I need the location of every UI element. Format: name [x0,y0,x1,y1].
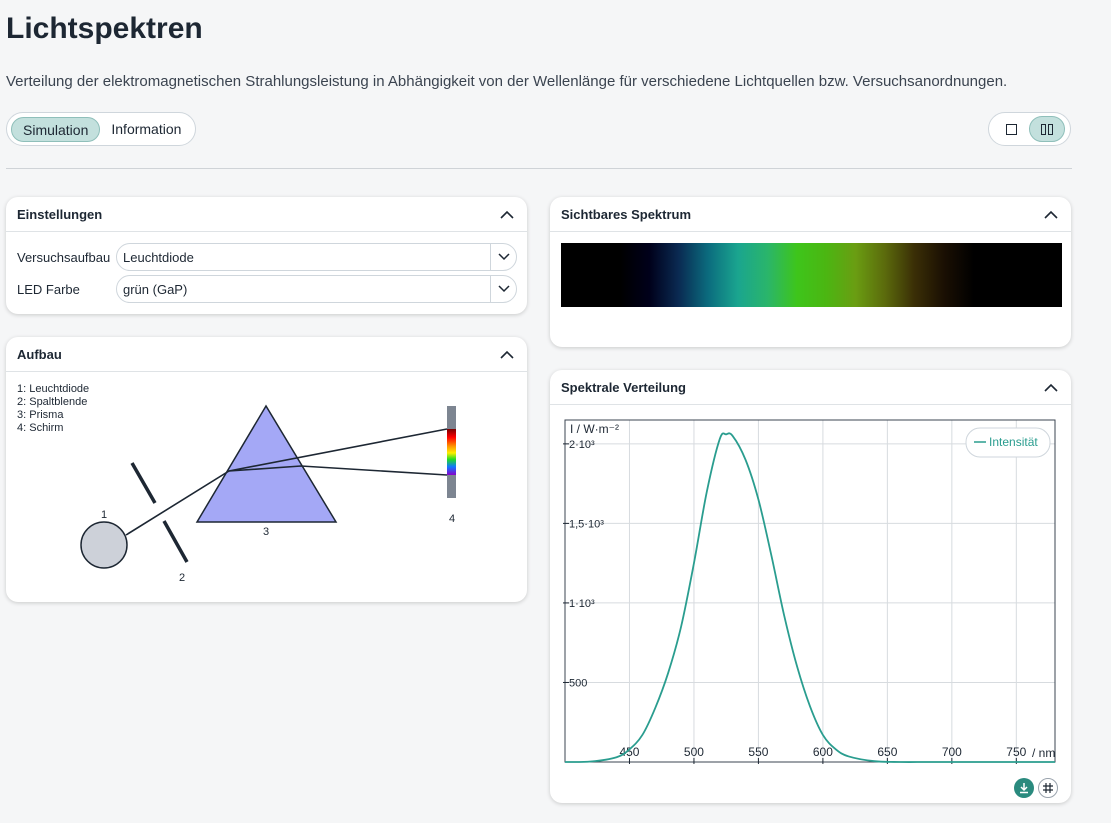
legend-item: 1: Leuchtdiode [17,383,90,395]
setup-select-label: Versuchsaufbau [17,249,111,265]
led-color-row: LED Farbe grün (GaP) [17,275,517,303]
settings-title: Einstellungen [17,206,103,222]
led-color-label: LED Farbe [17,281,80,297]
visible-spectrum-title: Sichtbares Spektrum [561,206,692,222]
setup-select[interactable]: Leuchtdiode [116,243,517,271]
slit-upper [130,462,157,504]
settings-panel: Einstellungen Versuchsaufbau Leuchtdiode… [6,197,527,314]
legend-item: 2: Spaltblende [17,396,88,408]
setup-select-row: Versuchsaufbau Leuchtdiode [17,243,517,271]
setup-header[interactable]: Aufbau [6,337,527,372]
label-prism: 3 [263,526,269,538]
setup-title: Aufbau [17,346,62,362]
led-color-select[interactable]: grün (GaP) [116,275,517,303]
y-tick-label: 2·10³ [569,439,595,451]
x-axis-label: / nm [1032,746,1055,760]
tab-information[interactable]: Information [111,120,182,137]
x-tick-label: 750 [1006,745,1026,759]
spectral-title: Spektrale Verteilung [561,379,686,395]
legend-item: 4: Schirm [17,422,64,434]
setup-legend: 1: Leuchtdiode 2: Spaltblende 3: Prisma … [17,383,89,435]
tab-simulation[interactable]: Simulation [11,116,101,142]
settings-header[interactable]: Einstellungen [6,197,527,232]
x-tick-label: 550 [748,745,768,759]
chevron-down-icon [490,276,516,302]
led [80,521,128,569]
x-tick-label: 500 [684,745,704,759]
grid-button[interactable] [1038,778,1058,798]
spectral-header[interactable]: Spektrale Verteilung [550,370,1071,405]
spectral-panel: Spektrale Verteilung 450 500 550 600 650 700 7… [550,370,1071,803]
label-screen: 4 [449,513,455,525]
y-axis-label: I / W·m⁻² [570,422,619,436]
screen-spectrum [447,429,456,475]
ray-lower [228,465,448,476]
divider [6,168,1072,169]
chart-axes: 450 500 550 600 650 700 750 500 1·10³ 1,5·10³ 2·10… [563,439,1027,764]
view-toggle [988,112,1071,146]
led-color-value: grün (GaP) [123,281,188,297]
y-tick-label: 500 [569,677,587,689]
x-tick-label: 450 [619,745,639,759]
visible-spectrum-bar [561,243,1062,307]
y-tick-label: 1,5·10³ [569,518,604,530]
spectral-chart: 450 500 550 600 650 700 750 500 1·10³ 1,5·10³ 2·10… [563,419,1056,764]
download-button[interactable] [1014,778,1034,798]
page-title: Lichtspektren [6,12,203,45]
visible-spectrum-panel: Sichtbares Spektrum [550,197,1071,347]
chart-frame [564,419,1056,763]
slit-lower [162,520,189,563]
y-tick-label: 1·10³ [569,598,595,610]
setup-select-value: Leuchtdiode [123,249,194,265]
chart-legend[interactable]: Intensität [965,427,1051,458]
page-description: Verteilung der elektromagnetischen Strah… [6,73,1008,90]
chart-grid [565,420,1055,762]
two-column-button[interactable] [1029,116,1065,142]
series-line-intensitat [564,432,1055,763]
setup-panel: Aufbau 1: Leuchtdiode 2: Spaltblende 3: … [6,337,527,602]
x-tick-label: 650 [877,745,897,759]
x-tick-label: 700 [942,745,962,759]
x-tick-label: 600 [813,745,833,759]
single-column-icon [1005,123,1017,135]
legend-label: Intensität [989,435,1038,449]
chevron-up-icon[interactable] [1042,205,1060,223]
two-column-icon [1041,123,1053,135]
single-column-button[interactable] [993,116,1029,142]
chevron-up-icon[interactable] [498,205,516,223]
chevron-up-icon[interactable] [1042,378,1060,396]
label-slit: 2 [179,572,185,584]
chevron-up-icon[interactable] [498,345,516,363]
chevron-down-icon [490,244,516,270]
download-icon [1020,783,1028,794]
tab-bar: Simulation Information [6,112,196,146]
setup-diagram: 1 2 3 4 [80,404,456,584]
label-led: 1 [101,509,107,521]
grid-icon [1043,783,1053,793]
visible-spectrum-header[interactable]: Sichtbares Spektrum [550,197,1071,232]
legend-item: 3: Prisma [17,409,64,421]
